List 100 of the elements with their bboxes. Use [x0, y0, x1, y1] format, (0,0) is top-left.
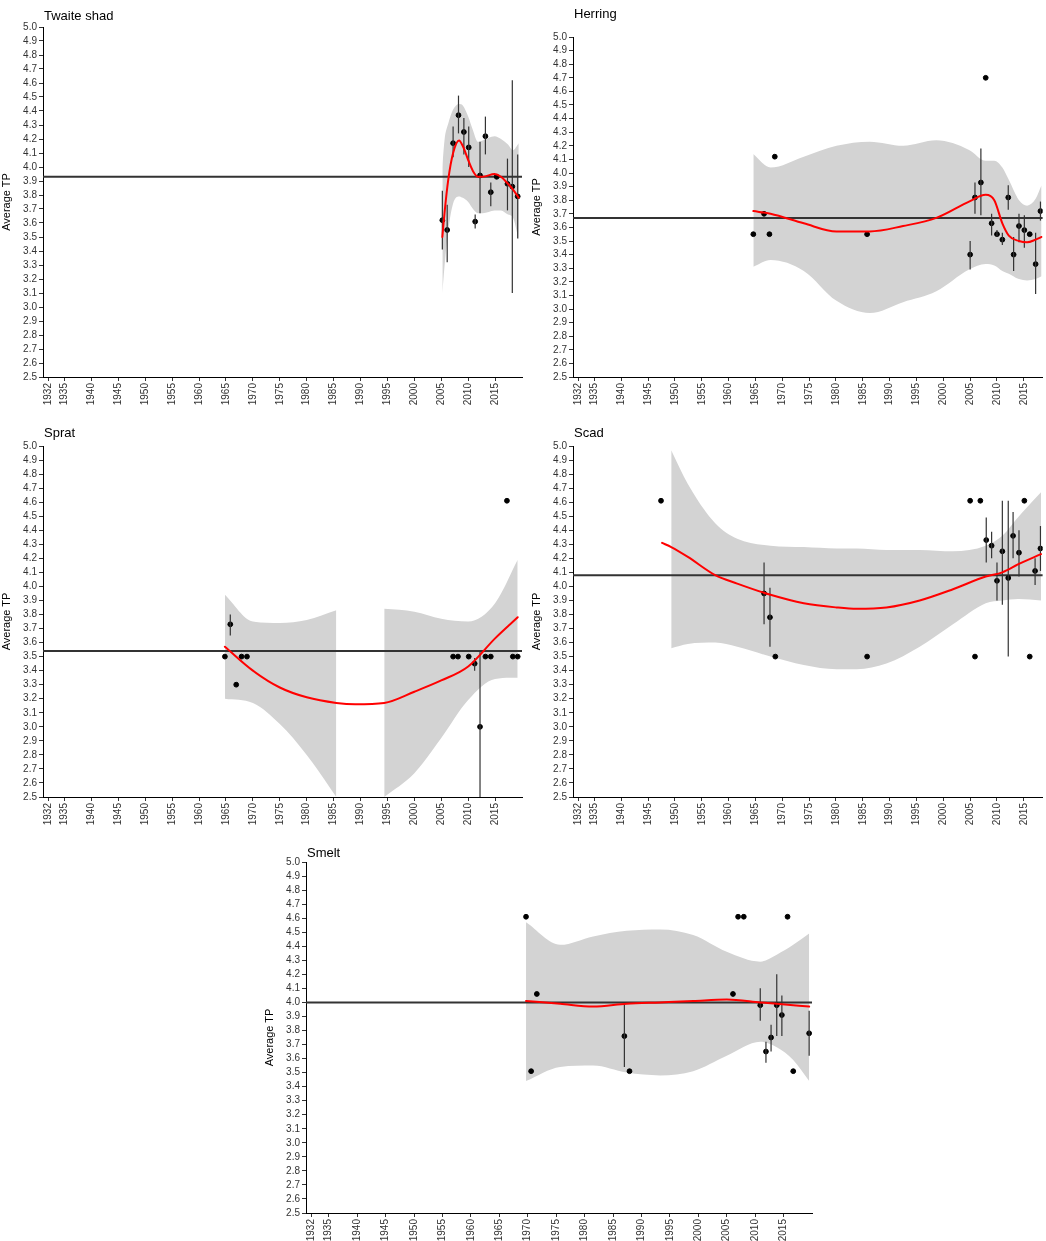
y-tick-label: 3.4 [23, 244, 38, 256]
y-tick-label: 2.9 [553, 734, 568, 746]
y-tick-label: 2.8 [553, 329, 568, 341]
x-tick-label: 1990 [883, 382, 895, 406]
y-tick-label: 3.5 [23, 230, 38, 242]
x-tick-label: 1960 [722, 802, 734, 826]
y-tick-label: 4.3 [23, 118, 38, 130]
y-tick-label: 2.8 [286, 1164, 301, 1176]
y-tick-label: 3.7 [23, 202, 38, 214]
x-tick-label: 2015 [777, 1218, 789, 1241]
y-tick-label: 2.9 [23, 734, 38, 746]
y-tick-label: 4.4 [23, 523, 38, 535]
y-tick-label: 4.9 [23, 34, 38, 46]
x-tick-label: 2000 [937, 382, 949, 406]
x-tick-label: 1950 [139, 382, 151, 406]
y-tick-label: 4.9 [23, 453, 38, 465]
y-tick-label: 4.7 [553, 71, 568, 83]
y-tick-label: 2.5 [553, 790, 568, 802]
x-tick-label: 1960 [464, 1218, 476, 1241]
x-tick-label: 1955 [165, 382, 177, 406]
y-tick-label: 4.8 [553, 57, 568, 69]
y-tick-label: 4.6 [286, 911, 301, 923]
x-tick-label: 1960 [192, 802, 204, 826]
y-tick-label: 3.6 [23, 216, 38, 228]
y-tick-label: 3.0 [553, 720, 568, 732]
y-tick-label: 3.6 [23, 636, 38, 648]
x-tick-label: 1995 [910, 382, 922, 406]
y-tick-label: 4.6 [23, 495, 38, 507]
y-tick-label: 3.4 [286, 1080, 301, 1092]
y-tick-label: 4.0 [553, 580, 568, 592]
y-tick-label: 4.0 [286, 996, 301, 1008]
y-tick-label: 3.3 [286, 1094, 301, 1106]
x-tick-label: 2000 [692, 1218, 704, 1241]
y-tick-label: 3.5 [553, 234, 568, 246]
y-tick-label: 4.6 [553, 495, 568, 507]
y-tick-label: 4.6 [23, 76, 38, 88]
y-tick-label: 2.8 [23, 328, 38, 340]
y-tick-label: 3.3 [553, 678, 568, 690]
x-tick-label: 2015 [488, 802, 500, 826]
y-tick-label: 4.1 [553, 566, 568, 578]
y-tick-label: 2.6 [23, 356, 38, 368]
y-tick-label: 3.0 [23, 720, 38, 732]
y-tick-label: 4.0 [23, 160, 38, 172]
x-tick-label: 1970 [246, 382, 258, 406]
chart-title: Twaite shad [44, 8, 114, 23]
chart-title: Sprat [44, 425, 76, 440]
x-tick-label: 2010 [990, 802, 1002, 826]
y-tick-label: 4.1 [23, 146, 38, 158]
x-tick-label: 1945 [641, 802, 653, 826]
x-tick-label: 1995 [663, 1218, 675, 1241]
y-tick-label: 4.5 [23, 90, 38, 102]
x-tick-label: 1970 [776, 802, 788, 826]
y-tick-label: 5.0 [286, 855, 301, 867]
y-tick-label: 3.5 [286, 1066, 301, 1078]
x-tick-label: 2010 [990, 382, 1002, 406]
y-tick-label: 2.7 [23, 342, 38, 354]
x-tick-label: 1990 [354, 802, 366, 826]
y-tick-label: 3.4 [553, 248, 568, 260]
y-tick-label: 3.9 [553, 180, 568, 192]
x-tick-label: 1940 [85, 802, 97, 826]
y-tick-label: 3.4 [553, 664, 568, 676]
y-tick-label: 4.2 [553, 552, 568, 564]
y-tick-label: 3.8 [553, 608, 568, 620]
x-tick-label: 2010 [748, 1218, 760, 1241]
x-tick-label: 1980 [300, 802, 312, 826]
x-tick-label: 1945 [641, 382, 653, 406]
x-tick-label: 1935 [588, 802, 600, 826]
x-tick-label: 1975 [273, 802, 285, 826]
x-tick-label: 2000 [408, 802, 420, 826]
y-tick-label: 3.1 [553, 289, 568, 301]
x-tick-label: 1940 [350, 1218, 362, 1241]
y-tick-label: 4.9 [286, 869, 301, 881]
x-tick-label: 2010 [461, 382, 473, 406]
x-tick-label: 1965 [219, 802, 231, 826]
y-tick-label: 4.3 [553, 125, 568, 137]
y-tick-label: 3.0 [23, 300, 38, 312]
y-tick-label: 4.4 [23, 104, 38, 116]
x-tick-label: 1965 [219, 382, 231, 406]
x-tick-label: 1995 [381, 802, 393, 826]
y-tick-label: 3.2 [553, 275, 568, 287]
x-tick-label: 2005 [435, 382, 447, 406]
x-tick-label: 1965 [749, 802, 761, 826]
chart-title: Herring [574, 6, 617, 21]
y-tick-label: 3.8 [23, 188, 38, 200]
x-tick-label: 1980 [578, 1218, 590, 1241]
y-tick-label: 3.9 [23, 594, 38, 606]
y-tick-label: 5.0 [553, 30, 568, 42]
y-tick-label: 3.7 [553, 207, 568, 219]
x-tick-label: 1985 [606, 1218, 618, 1241]
y-tick-label: 3.7 [23, 622, 38, 634]
x-tick-label: 2005 [720, 1218, 732, 1241]
y-tick-label: 4.3 [286, 954, 301, 966]
y-tick-label: 3.8 [23, 608, 38, 620]
y-axis-title: Average TP [0, 592, 12, 651]
y-tick-label: 3.2 [286, 1108, 301, 1120]
y-tick-label: 5.0 [23, 20, 38, 32]
x-tick-label: 1950 [139, 802, 151, 826]
x-tick-label: 1932 [42, 802, 54, 826]
y-tick-label: 3.0 [553, 302, 568, 314]
y-tick-label: 4.7 [23, 62, 38, 74]
